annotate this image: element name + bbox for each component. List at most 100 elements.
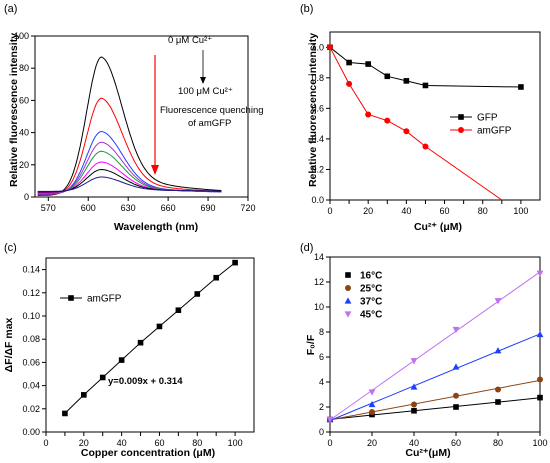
y-tick-label-b: 0.4 [311, 134, 324, 144]
data-point-d [368, 400, 376, 408]
x-tick-label-c: 60 [154, 438, 164, 448]
fit-line-d [329, 333, 541, 421]
x-tick-label-c: 80 [192, 438, 202, 448]
data-point-c [118, 357, 125, 363]
data-point-c [175, 307, 182, 313]
y-tick-label-c: 0.04 [22, 381, 40, 391]
ylabel-d: F₀/F [305, 334, 317, 355]
annotation-top-a: 0 μM Cu²⁺ [168, 35, 212, 46]
panel-label-a: (a) [4, 3, 17, 15]
x-tick-label-c: 100 [228, 438, 243, 448]
data-point-c [99, 374, 106, 381]
y-tick-label-c: 0.12 [22, 288, 40, 298]
data-point-c [194, 291, 201, 297]
data-point-d [452, 363, 460, 370]
data-point-d [536, 270, 544, 277]
legend-label-d: 25°C [360, 284, 382, 295]
xlabel-b: Cu²⁺ (μM) [414, 221, 462, 233]
x-tick-label-b: 80 [478, 206, 488, 216]
data-point-d [326, 416, 334, 424]
panel-c: (c) ΔF/ΔF max Copper concentration (μM) … [3, 242, 255, 459]
legend-marker-d [345, 285, 351, 291]
data-point-d [410, 358, 418, 365]
data-point-d [452, 326, 460, 334]
data-point-d [411, 407, 417, 414]
legend-marker-c [68, 295, 74, 301]
x-tick-label-a: 600 [81, 203, 96, 213]
fit-line-d [329, 379, 541, 421]
y-tick-label-d: 4 [319, 377, 324, 387]
series-line-b [329, 46, 521, 88]
x-tick-label-d: 0 [327, 438, 332, 448]
x-tick-label-b: 60 [440, 206, 450, 216]
data-point-d [494, 347, 502, 354]
x-tick-label-a: 660 [161, 203, 176, 213]
x-tick-label-b: 40 [401, 206, 411, 216]
legend-marker-d [344, 297, 352, 304]
fit-line-d [329, 397, 541, 420]
data-point-b [403, 78, 410, 84]
y-tick-label-c: 0.06 [22, 357, 40, 367]
data-point-d [453, 404, 459, 410]
data-point-b [384, 73, 391, 80]
x-tick-label-d: 60 [451, 438, 461, 448]
data-point-c [81, 392, 87, 398]
x-tick-label-d: 40 [409, 438, 419, 448]
panel-d: (d) F₀/F Cu²⁺(μM) 0 20 40 60 80 100 0 2 4 6 8 10 12 1… [300, 242, 548, 459]
data-point-b [422, 143, 429, 150]
y-tick-label-d: 6 [319, 352, 324, 362]
legend-marker-d [344, 311, 352, 318]
data-point-b [518, 84, 524, 90]
y-tick-label-d: 12 [314, 277, 324, 287]
y-tick-label-b: 1.0 [311, 42, 324, 52]
y-tick-label-d: 10 [314, 302, 324, 312]
fit-line-d [329, 271, 541, 421]
data-point-d [537, 376, 543, 383]
panel-label-d: (d) [300, 242, 313, 254]
x-tick-label-b: 100 [513, 206, 528, 216]
data-point-c [156, 323, 163, 330]
x-tick-label-d: 80 [493, 438, 503, 448]
xlabel-c: Copper concentration (μM) [81, 447, 215, 459]
x-tick-label-b: 20 [363, 206, 373, 216]
x-tick-label-a: 720 [240, 203, 255, 213]
x-tick-label-a: 570 [41, 203, 56, 213]
data-point-d [453, 392, 459, 399]
spectrum-line-a [37, 150, 222, 194]
data-point-d [411, 401, 417, 408]
data-point-d [537, 394, 543, 401]
data-point-b [327, 44, 333, 51]
y-tick-label-b: 0.2 [311, 164, 324, 174]
y-tick-label-c: 0.00 [22, 427, 40, 437]
plot-frame-d [329, 256, 541, 433]
y-tick-label-d: 8 [319, 327, 324, 337]
y-tick-label-a: 0 [24, 192, 29, 202]
spectrum-line-a [37, 141, 222, 195]
xlabel-d: Cu²⁺(μM) [405, 447, 450, 459]
plot-frame-a [34, 35, 249, 198]
ylabel-c: ΔF/ΔF max [3, 317, 15, 372]
y-tick-label-c: 0.10 [22, 311, 40, 321]
y-tick-label-d: 2 [319, 402, 324, 412]
y-tick-label-c: 0.14 [22, 265, 40, 275]
data-point-c [213, 274, 219, 281]
data-point-b [365, 111, 372, 118]
data-point-d [536, 330, 544, 338]
data-point-b [384, 117, 391, 124]
spectrum-line-a [37, 176, 222, 192]
y-tick-label-a: 80 [19, 63, 29, 73]
y-tick-label-d: 14 [314, 252, 324, 262]
y-tick-label-a: 60 [19, 95, 29, 105]
y-tick-label-a: 100 [14, 31, 29, 41]
red-arrowhead-a [151, 165, 159, 175]
legend-label-d: 37°C [360, 297, 382, 308]
data-point-d [494, 298, 502, 305]
xlabel-a: Wavelength (nm) [114, 221, 198, 233]
x-tick-label-a: 690 [201, 203, 216, 213]
ylabel-b: Relative fluorescence intensity [307, 33, 319, 187]
legend-label-b: amGFP [477, 126, 512, 137]
data-point-b [365, 61, 371, 67]
legend-marker-b [458, 127, 464, 133]
y-tick-label-a: 20 [19, 160, 29, 170]
